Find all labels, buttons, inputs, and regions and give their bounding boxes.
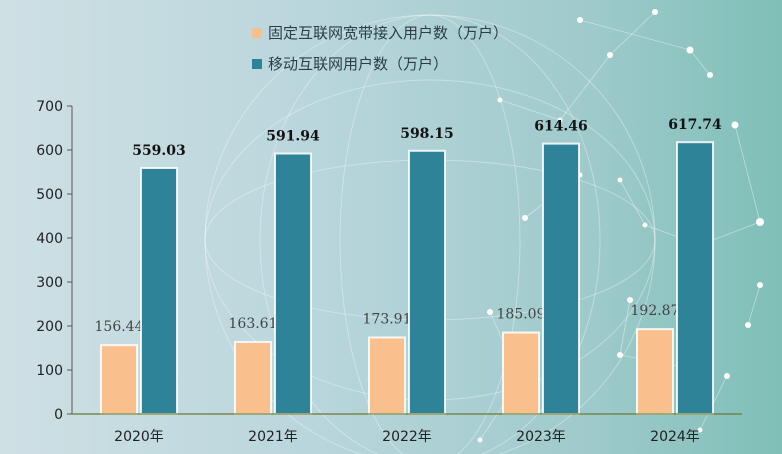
data-label-mobile-internet: 559.03 — [132, 143, 186, 159]
data-label-mobile-internet: 614.46 — [534, 119, 588, 135]
y-tick-label: 500 — [36, 187, 63, 203]
data-label-fixed-broadband: 192.87 — [631, 303, 680, 319]
data-label-fixed-broadband: 173.91 — [363, 311, 412, 327]
y-tick-label: 600 — [36, 143, 63, 159]
bar-fixed-broadband — [368, 336, 406, 416]
data-label-fixed-broadband: 185.09 — [497, 307, 546, 323]
y-tick-label: 100 — [36, 363, 63, 379]
legend-label-fixed-broadband: 固定互联网宽带接入用户数（万户） — [268, 24, 509, 42]
legend-label-mobile-internet: 移动互联网用户数（万户） — [268, 55, 449, 73]
bar-mobile-internet — [408, 149, 446, 415]
x-category-label: 2022年 — [382, 429, 432, 445]
bar-mobile-internet — [140, 167, 178, 415]
bar-mobile-internet — [274, 152, 312, 416]
bar-mobile-internet — [542, 142, 580, 415]
data-label-mobile-internet: 591.94 — [266, 129, 320, 145]
bar-fixed-broadband — [234, 341, 272, 415]
legend-item-fixed-broadband: 固定互联网宽带接入用户数（万户） — [252, 22, 508, 43]
data-label-mobile-internet: 598.15 — [400, 126, 454, 142]
data-label-fixed-broadband: 163.61 — [229, 316, 278, 332]
data-label-mobile-internet: 617.74 — [668, 117, 722, 133]
y-tick-label: 0 — [54, 407, 63, 423]
legend-swatch-fixed-broadband — [252, 27, 262, 38]
y-tick-label: 200 — [36, 319, 63, 335]
y-tick-label: 700 — [36, 99, 63, 115]
bar-mobile-internet — [676, 141, 714, 415]
data-label-fixed-broadband: 156.44 — [95, 319, 144, 335]
bar-fixed-broadband — [636, 328, 674, 416]
y-tick-label: 400 — [36, 231, 63, 247]
x-category-label: 2024年 — [650, 429, 700, 445]
y-tick-label: 300 — [36, 275, 63, 291]
bar-fixed-broadband — [502, 331, 540, 415]
legend-item-mobile-internet: 移动互联网用户数（万户） — [252, 53, 448, 74]
bar-fixed-broadband — [100, 344, 138, 416]
x-category-label: 2023年 — [516, 429, 566, 445]
x-category-label: 2021年 — [248, 429, 298, 445]
legend-swatch-mobile-internet — [252, 58, 262, 69]
x-category-label: 2020年 — [114, 429, 164, 445]
